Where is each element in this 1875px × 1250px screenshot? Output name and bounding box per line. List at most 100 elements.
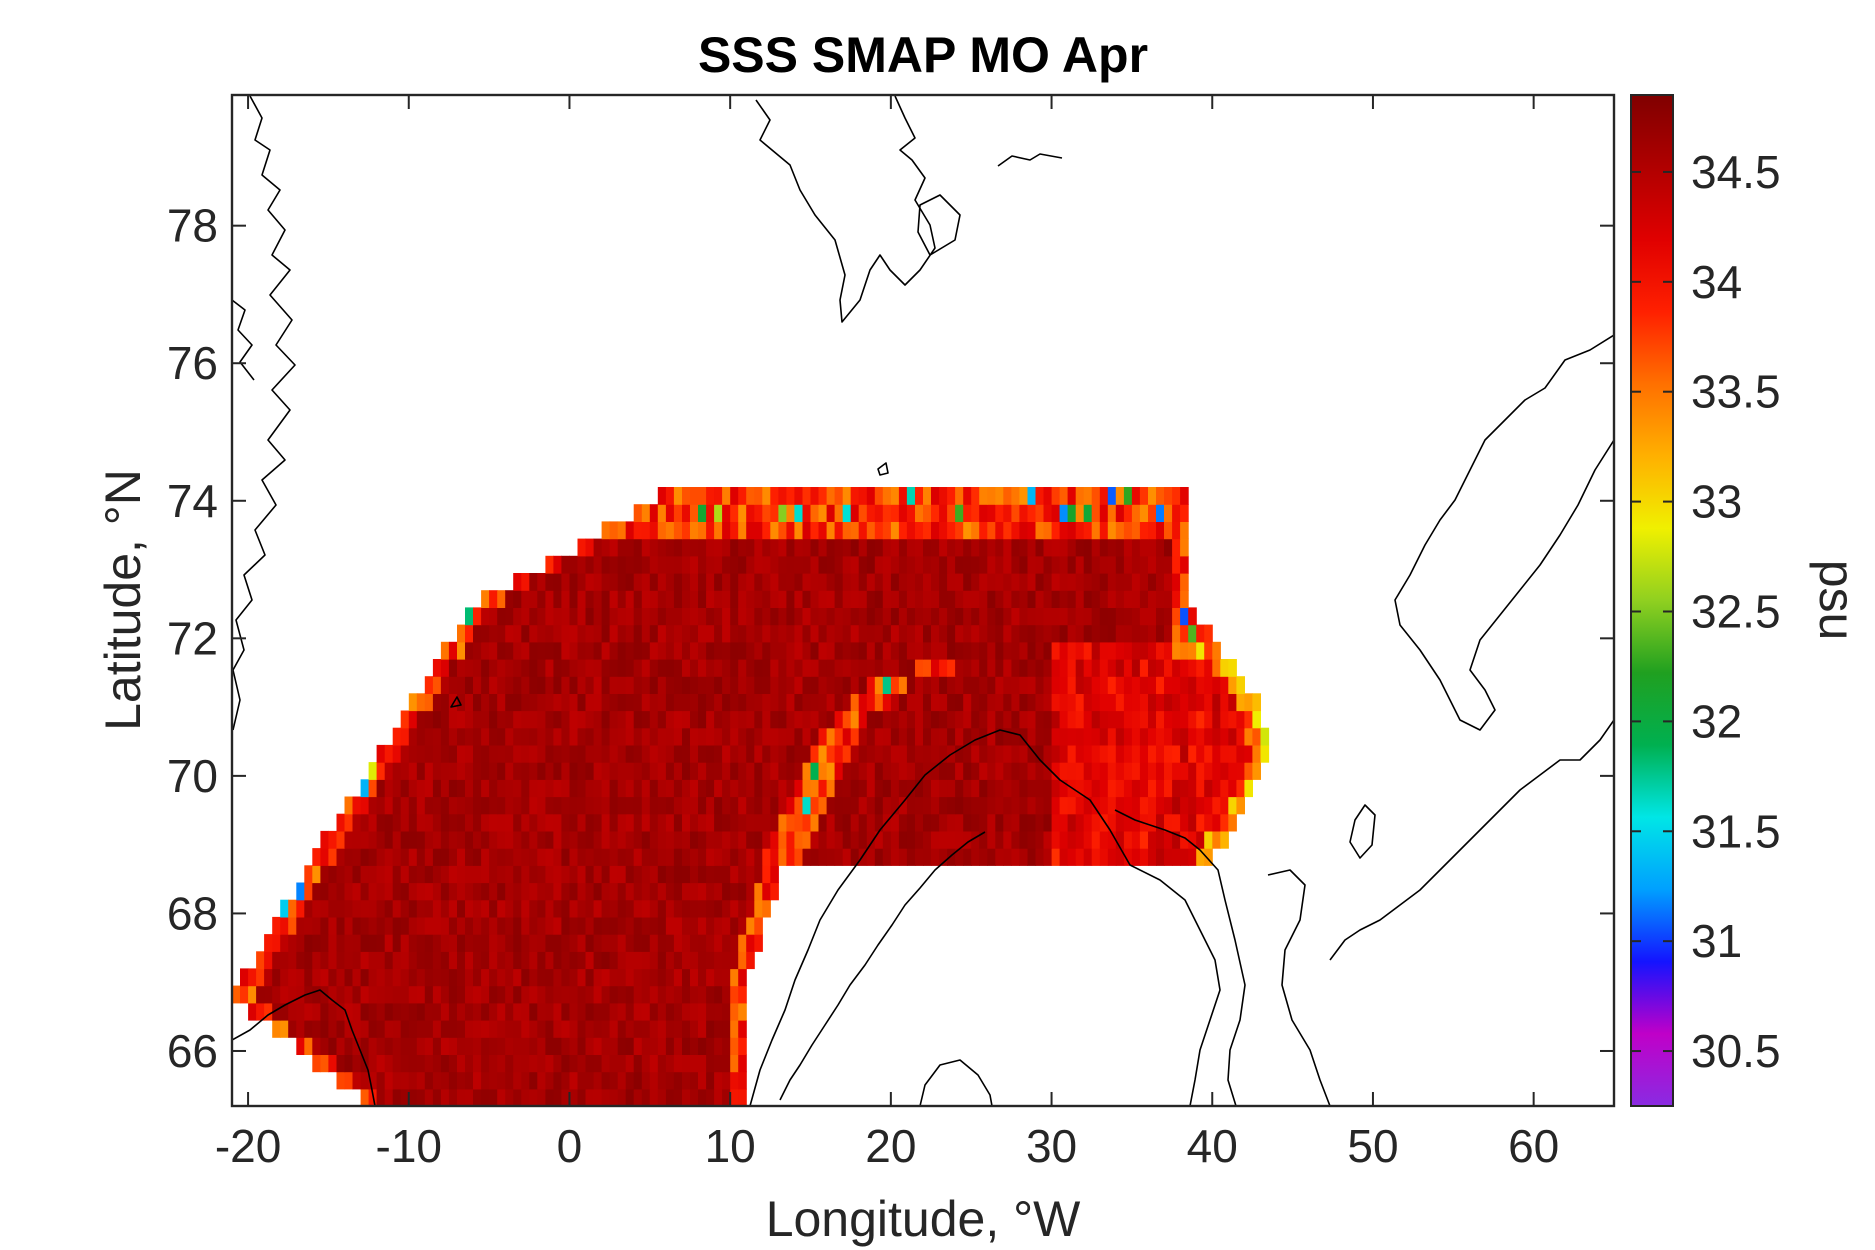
salinity-cell <box>714 1071 723 1090</box>
salinity-cell <box>537 762 546 780</box>
salinity-cell <box>1123 521 1133 540</box>
salinity-cell <box>673 607 683 626</box>
salinity-cell <box>1188 607 1197 626</box>
salinity-cell <box>746 607 755 626</box>
salinity-cell <box>722 1054 731 1073</box>
salinity-cell <box>1051 573 1061 591</box>
salinity-cell <box>424 813 434 832</box>
salinity-cell <box>408 1088 418 1106</box>
salinity-cell <box>440 848 450 866</box>
salinity-cell <box>505 710 514 729</box>
salinity-cell <box>448 1020 458 1038</box>
salinity-cell <box>296 916 305 935</box>
salinity-cell <box>521 865 530 884</box>
salinity-cell <box>657 744 667 763</box>
salinity-cell <box>931 779 940 798</box>
salinity-cell <box>818 624 828 643</box>
y-tick-label: 76 <box>167 337 218 389</box>
salinity-cell <box>497 934 506 952</box>
salinity-cell <box>432 848 442 866</box>
salinity-cell <box>947 573 956 591</box>
salinity-cell <box>400 762 410 780</box>
salinity-cell <box>826 504 836 522</box>
x-tick-label: 0 <box>557 1120 583 1172</box>
salinity-cell <box>272 1020 281 1038</box>
salinity-cell <box>505 1054 514 1073</box>
salinity-cell <box>601 796 611 815</box>
salinity-cell <box>802 813 812 832</box>
salinity-cell <box>1139 555 1149 574</box>
salinity-cell <box>1180 659 1189 677</box>
salinity-cell <box>1067 830 1077 849</box>
colorbar-gradient <box>1630 94 1674 1107</box>
salinity-cell <box>577 744 587 763</box>
salinity-cell <box>1148 487 1157 505</box>
salinity-cell <box>1148 590 1157 608</box>
salinity-cell <box>537 590 546 608</box>
salinity-cell <box>424 693 434 712</box>
salinity-cell <box>561 624 570 643</box>
salinity-cell <box>722 727 731 746</box>
salinity-cell <box>698 659 707 677</box>
salinity-cell <box>754 796 763 815</box>
salinity-cell <box>641 727 651 746</box>
salinity-cell <box>1172 744 1181 763</box>
salinity-cell <box>1051 659 1061 677</box>
salinity-cell <box>489 659 498 677</box>
salinity-cell <box>834 624 844 643</box>
salinity-cell <box>577 882 587 901</box>
salinity-cell <box>906 555 916 574</box>
salinity-cell <box>979 590 988 608</box>
salinity-cell <box>730 830 739 849</box>
salinity-cell <box>336 882 346 901</box>
salinity-cell <box>963 676 972 694</box>
salinity-cell <box>1196 693 1205 712</box>
salinity-cell <box>1019 659 1028 677</box>
salinity-cell <box>352 951 362 970</box>
salinity-cell <box>746 813 755 832</box>
salinity-cell <box>657 951 667 970</box>
salinity-cell <box>641 830 651 849</box>
salinity-cell <box>890 727 900 746</box>
salinity-cell <box>754 624 763 643</box>
salinity-cell <box>633 1054 643 1073</box>
salinity-cell <box>577 727 587 746</box>
salinity-cell <box>818 830 828 849</box>
salinity-cell <box>762 848 771 866</box>
salinity-cell <box>778 487 787 505</box>
salinity-cell <box>866 727 876 746</box>
salinity-cell <box>770 813 779 832</box>
salinity-cell <box>657 710 667 729</box>
salinity-cell <box>995 676 1004 694</box>
salinity-cell <box>1220 813 1229 832</box>
salinity-cell <box>682 985 691 1004</box>
salinity-cell <box>738 590 747 608</box>
salinity-cell <box>545 865 554 884</box>
salinity-cell <box>384 779 394 798</box>
salinity-cell <box>641 590 651 608</box>
salinity-cell <box>577 779 587 798</box>
salinity-cell <box>577 762 587 780</box>
salinity-cell <box>1212 762 1221 780</box>
salinity-cell <box>1172 573 1181 591</box>
salinity-cell <box>416 762 426 780</box>
salinity-cell <box>593 985 603 1004</box>
salinity-cell <box>328 951 337 970</box>
salinity-cell <box>714 899 723 918</box>
salinity-cell <box>312 1002 321 1021</box>
salinity-cell <box>553 641 562 660</box>
salinity-cell <box>1011 693 1020 712</box>
salinity-cell <box>722 1088 731 1106</box>
salinity-cell <box>722 968 731 987</box>
salinity-cell <box>473 934 482 952</box>
salinity-cell <box>1027 744 1037 763</box>
salinity-cell <box>1019 590 1028 608</box>
salinity-cell <box>874 744 884 763</box>
salinity-cell <box>963 659 972 677</box>
salinity-cell <box>617 710 627 729</box>
salinity-cell <box>440 693 450 712</box>
salinity-cell <box>1011 830 1020 849</box>
salinity-cell <box>1180 521 1189 540</box>
salinity-cell <box>665 504 675 522</box>
